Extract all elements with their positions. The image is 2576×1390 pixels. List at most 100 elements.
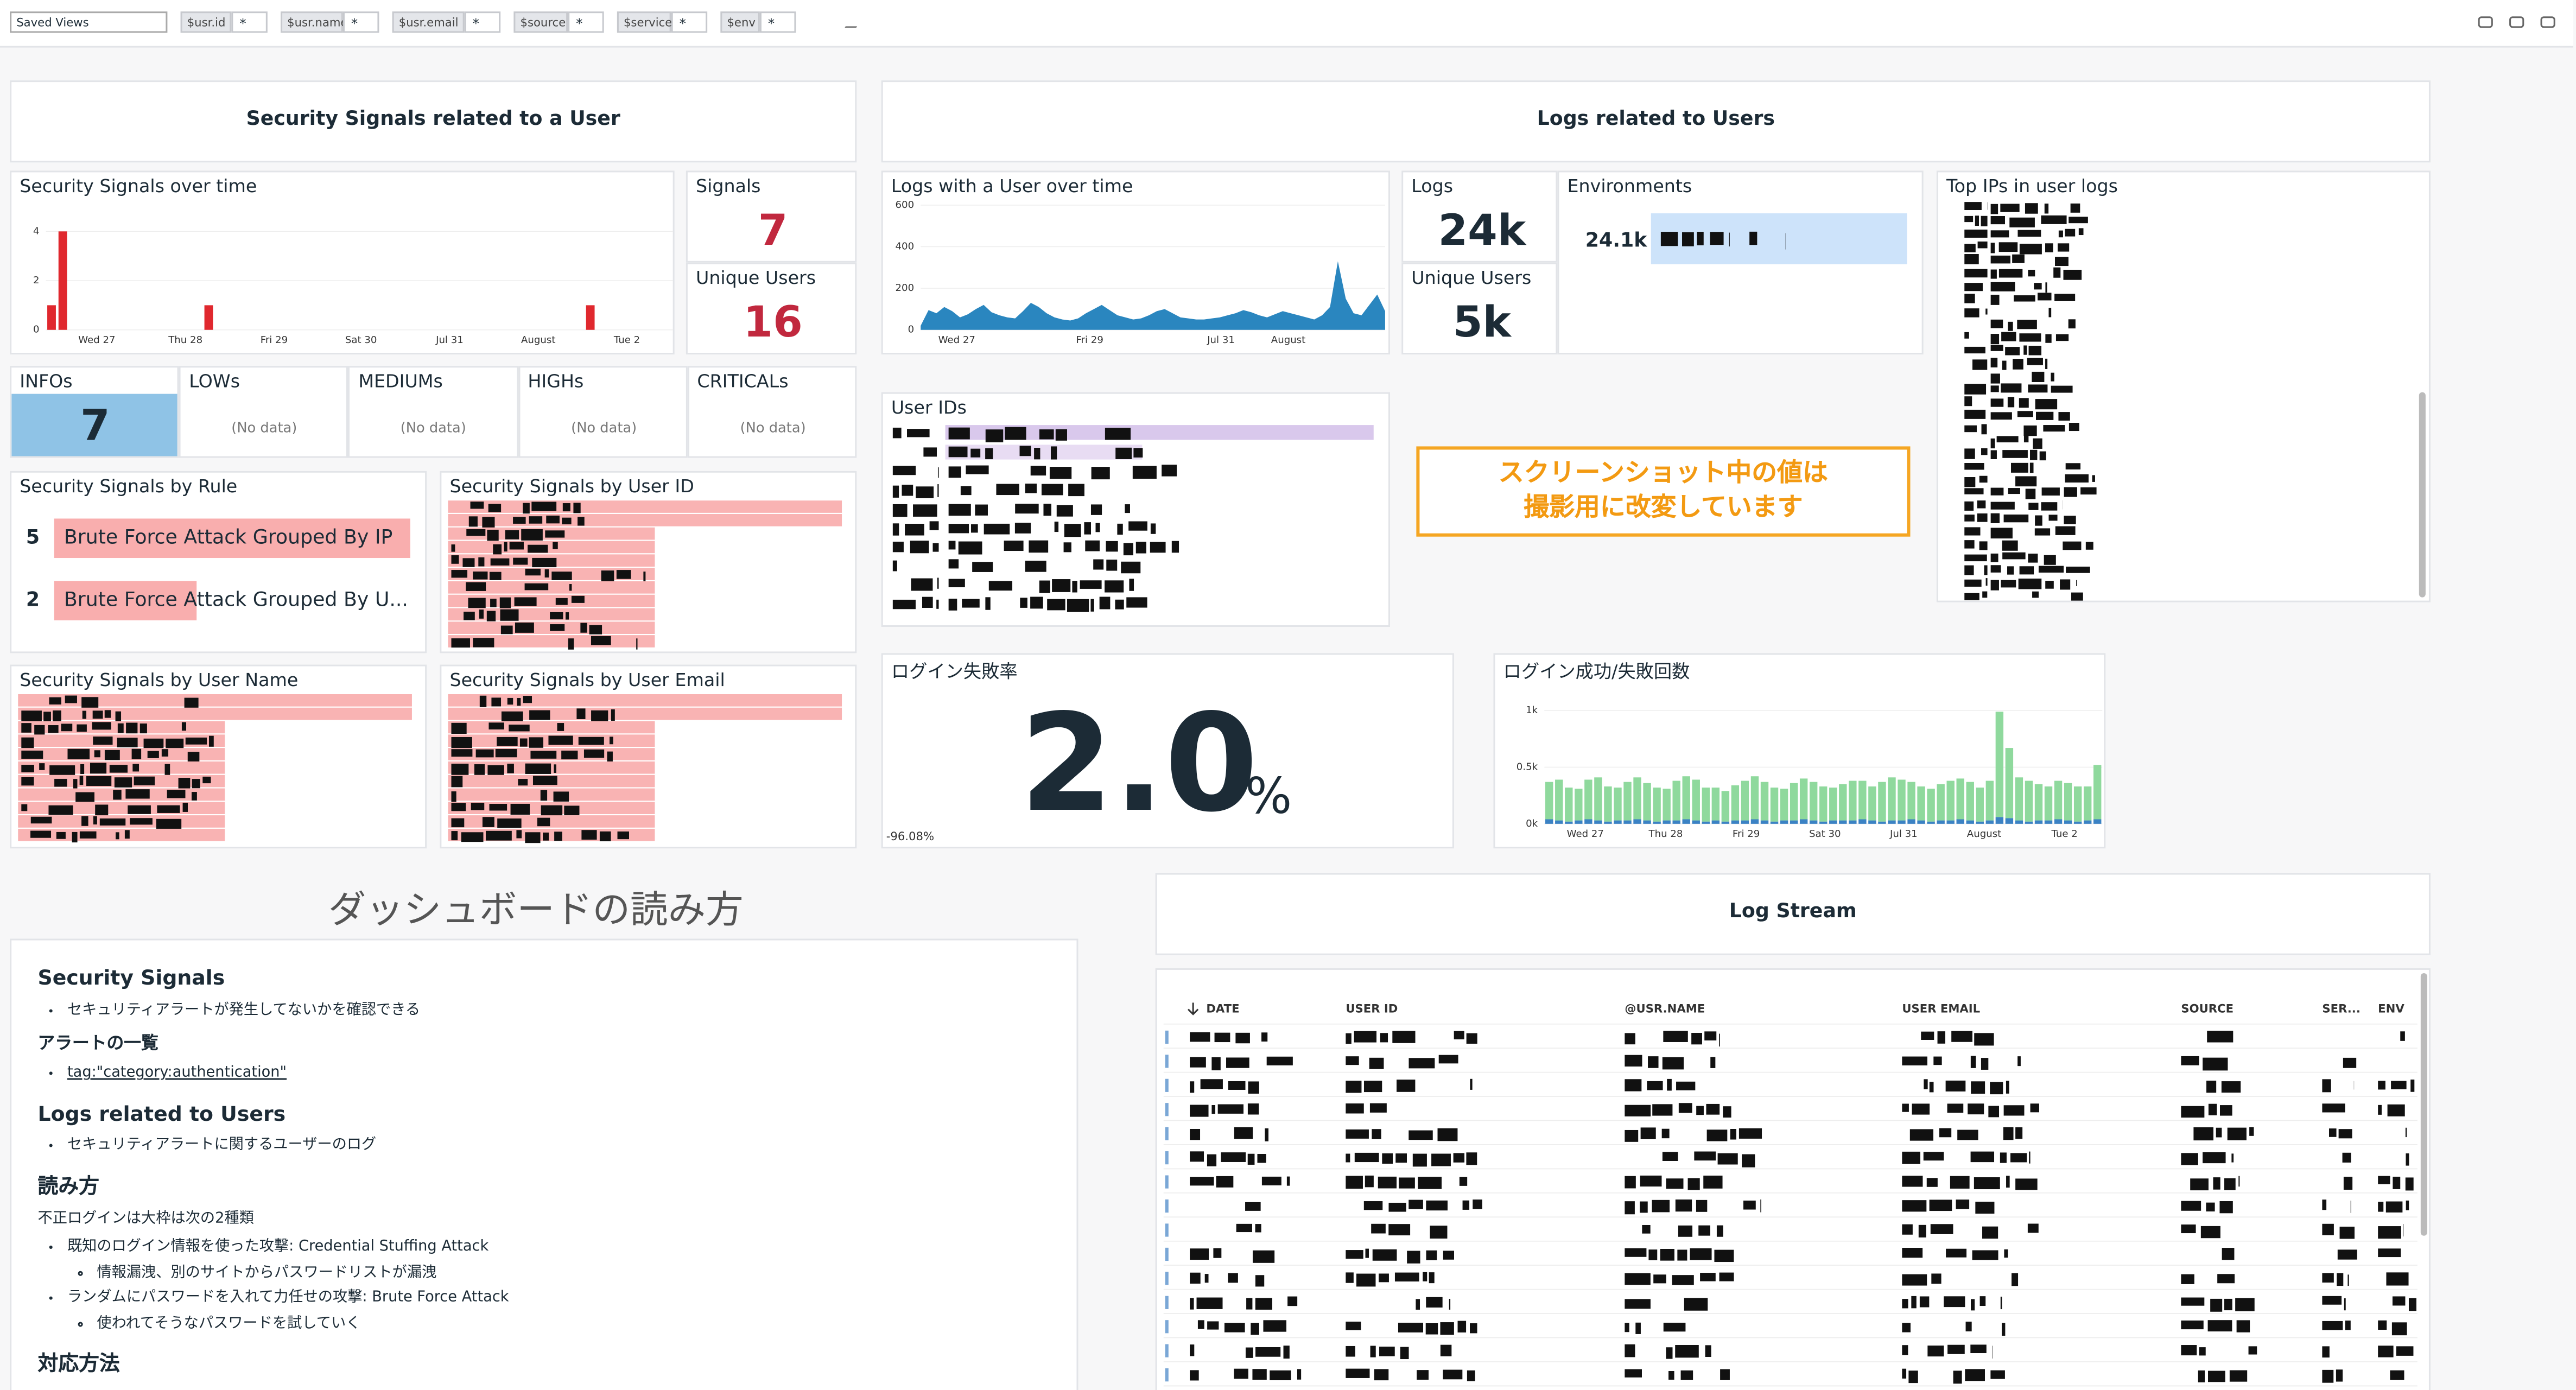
variable-value[interactable]: *	[759, 11, 796, 33]
redaction	[1964, 294, 1975, 303]
bar	[1575, 789, 1583, 821]
redaction	[1346, 1176, 1363, 1189]
variable-name: $usr.email	[392, 11, 465, 33]
redaction	[1470, 1078, 1473, 1090]
redaction	[2039, 451, 2046, 461]
redaction	[1666, 1178, 1684, 1189]
toplist-bar	[448, 541, 655, 554]
redaction	[1930, 1224, 1953, 1234]
redaction	[1921, 1031, 1934, 1040]
redaction	[2342, 1152, 2351, 1163]
edit-icon[interactable]	[845, 15, 864, 28]
redaction	[1437, 1128, 1458, 1141]
status-bar	[1165, 1151, 1169, 1165]
bar	[1623, 782, 1632, 821]
redaction	[1927, 1345, 1944, 1357]
redaction	[1426, 1200, 1448, 1211]
redaction	[532, 557, 557, 568]
redaction	[2023, 425, 2037, 436]
redaction	[1902, 1176, 1923, 1187]
redaction	[1470, 1323, 1477, 1334]
redaction	[1466, 1033, 1477, 1044]
link[interactable]: tag:"category:authentication"	[67, 1065, 287, 1082]
redaction	[21, 765, 34, 773]
variable-value[interactable]: *	[342, 11, 379, 33]
redaction	[1346, 1033, 1352, 1044]
redaction	[550, 624, 565, 631]
saved-views-dropdown[interactable]: Saved Views	[10, 11, 168, 33]
redaction	[34, 725, 45, 737]
signals-value: 7	[758, 205, 788, 255]
redaction	[1056, 505, 1073, 517]
redaction	[2028, 503, 2039, 510]
variable-value[interactable]: *	[231, 11, 268, 33]
min-label: -96.08%	[886, 829, 934, 843]
redaction	[1985, 308, 1988, 315]
list-item: セキュリティアラートに関するユーザーのログ	[67, 1136, 1050, 1158]
redaction	[1346, 1322, 1361, 1330]
redaction	[1105, 580, 1124, 593]
redaction	[1430, 1226, 1448, 1239]
redaction	[1354, 1152, 1379, 1163]
redaction	[2003, 514, 2029, 523]
status-bar	[1165, 1368, 1169, 1382]
toplist-bar	[448, 581, 655, 594]
bar	[2073, 786, 2082, 822]
unique-users: 16 Unique Users	[686, 262, 857, 355]
redaction	[937, 484, 939, 497]
toplist-bar	[448, 788, 655, 801]
bar	[1888, 820, 1896, 824]
redaction	[147, 751, 159, 758]
bar	[1976, 788, 1984, 822]
redaction	[1902, 1274, 1927, 1286]
redaction	[117, 723, 124, 733]
toolbar-icon[interactable]	[2478, 16, 2493, 28]
redaction	[1429, 1272, 1435, 1284]
redaction	[475, 749, 494, 758]
redaction	[1971, 1299, 1975, 1311]
variable-value[interactable]: *	[464, 11, 501, 33]
redaction	[960, 486, 972, 496]
panel-canvas: 24.1k	[1585, 213, 1907, 264]
redaction	[2391, 1081, 2407, 1089]
redaction	[1964, 540, 1975, 549]
bar	[1702, 788, 1710, 822]
redaction	[1363, 1201, 1383, 1210]
variable-value[interactable]: *	[671, 11, 708, 33]
toolbar-icon[interactable]	[2509, 16, 2524, 28]
redaction	[1365, 1248, 1369, 1258]
redaction	[1984, 565, 1988, 575]
status-bar	[1165, 1199, 1169, 1213]
bar	[1976, 821, 1984, 824]
redaction	[2035, 399, 2058, 410]
toolbar-icon[interactable]	[2540, 16, 2555, 28]
redaction	[104, 710, 111, 718]
redaction	[2068, 319, 2076, 329]
redaction	[1388, 1202, 1406, 1212]
redaction	[117, 738, 138, 747]
redaction	[1990, 319, 2003, 328]
bar	[204, 305, 213, 330]
redaction	[1398, 1323, 1424, 1332]
redaction	[1682, 232, 1694, 246]
redaction	[1443, 1251, 1454, 1260]
redaction	[2322, 1321, 2343, 1330]
redaction	[2003, 1127, 2014, 1140]
variable-value[interactable]: *	[568, 11, 604, 33]
redaction	[1996, 436, 2019, 443]
panel-title: INFOs	[20, 371, 73, 392]
panel-title: ログイン失敗率	[891, 661, 1018, 683]
redaction	[1378, 1176, 1397, 1189]
redaction	[1123, 543, 1133, 556]
bar	[1898, 779, 1906, 821]
bar	[1858, 780, 1867, 820]
redaction	[2018, 578, 2042, 589]
redaction	[1972, 1250, 1998, 1260]
redaction	[489, 572, 502, 580]
redaction	[2015, 1127, 2023, 1139]
severity-value: 7	[80, 401, 110, 450]
redaction	[1382, 1153, 1393, 1164]
bar	[1946, 780, 1955, 821]
redaction	[1050, 446, 1057, 460]
redaction	[2207, 1031, 2234, 1043]
